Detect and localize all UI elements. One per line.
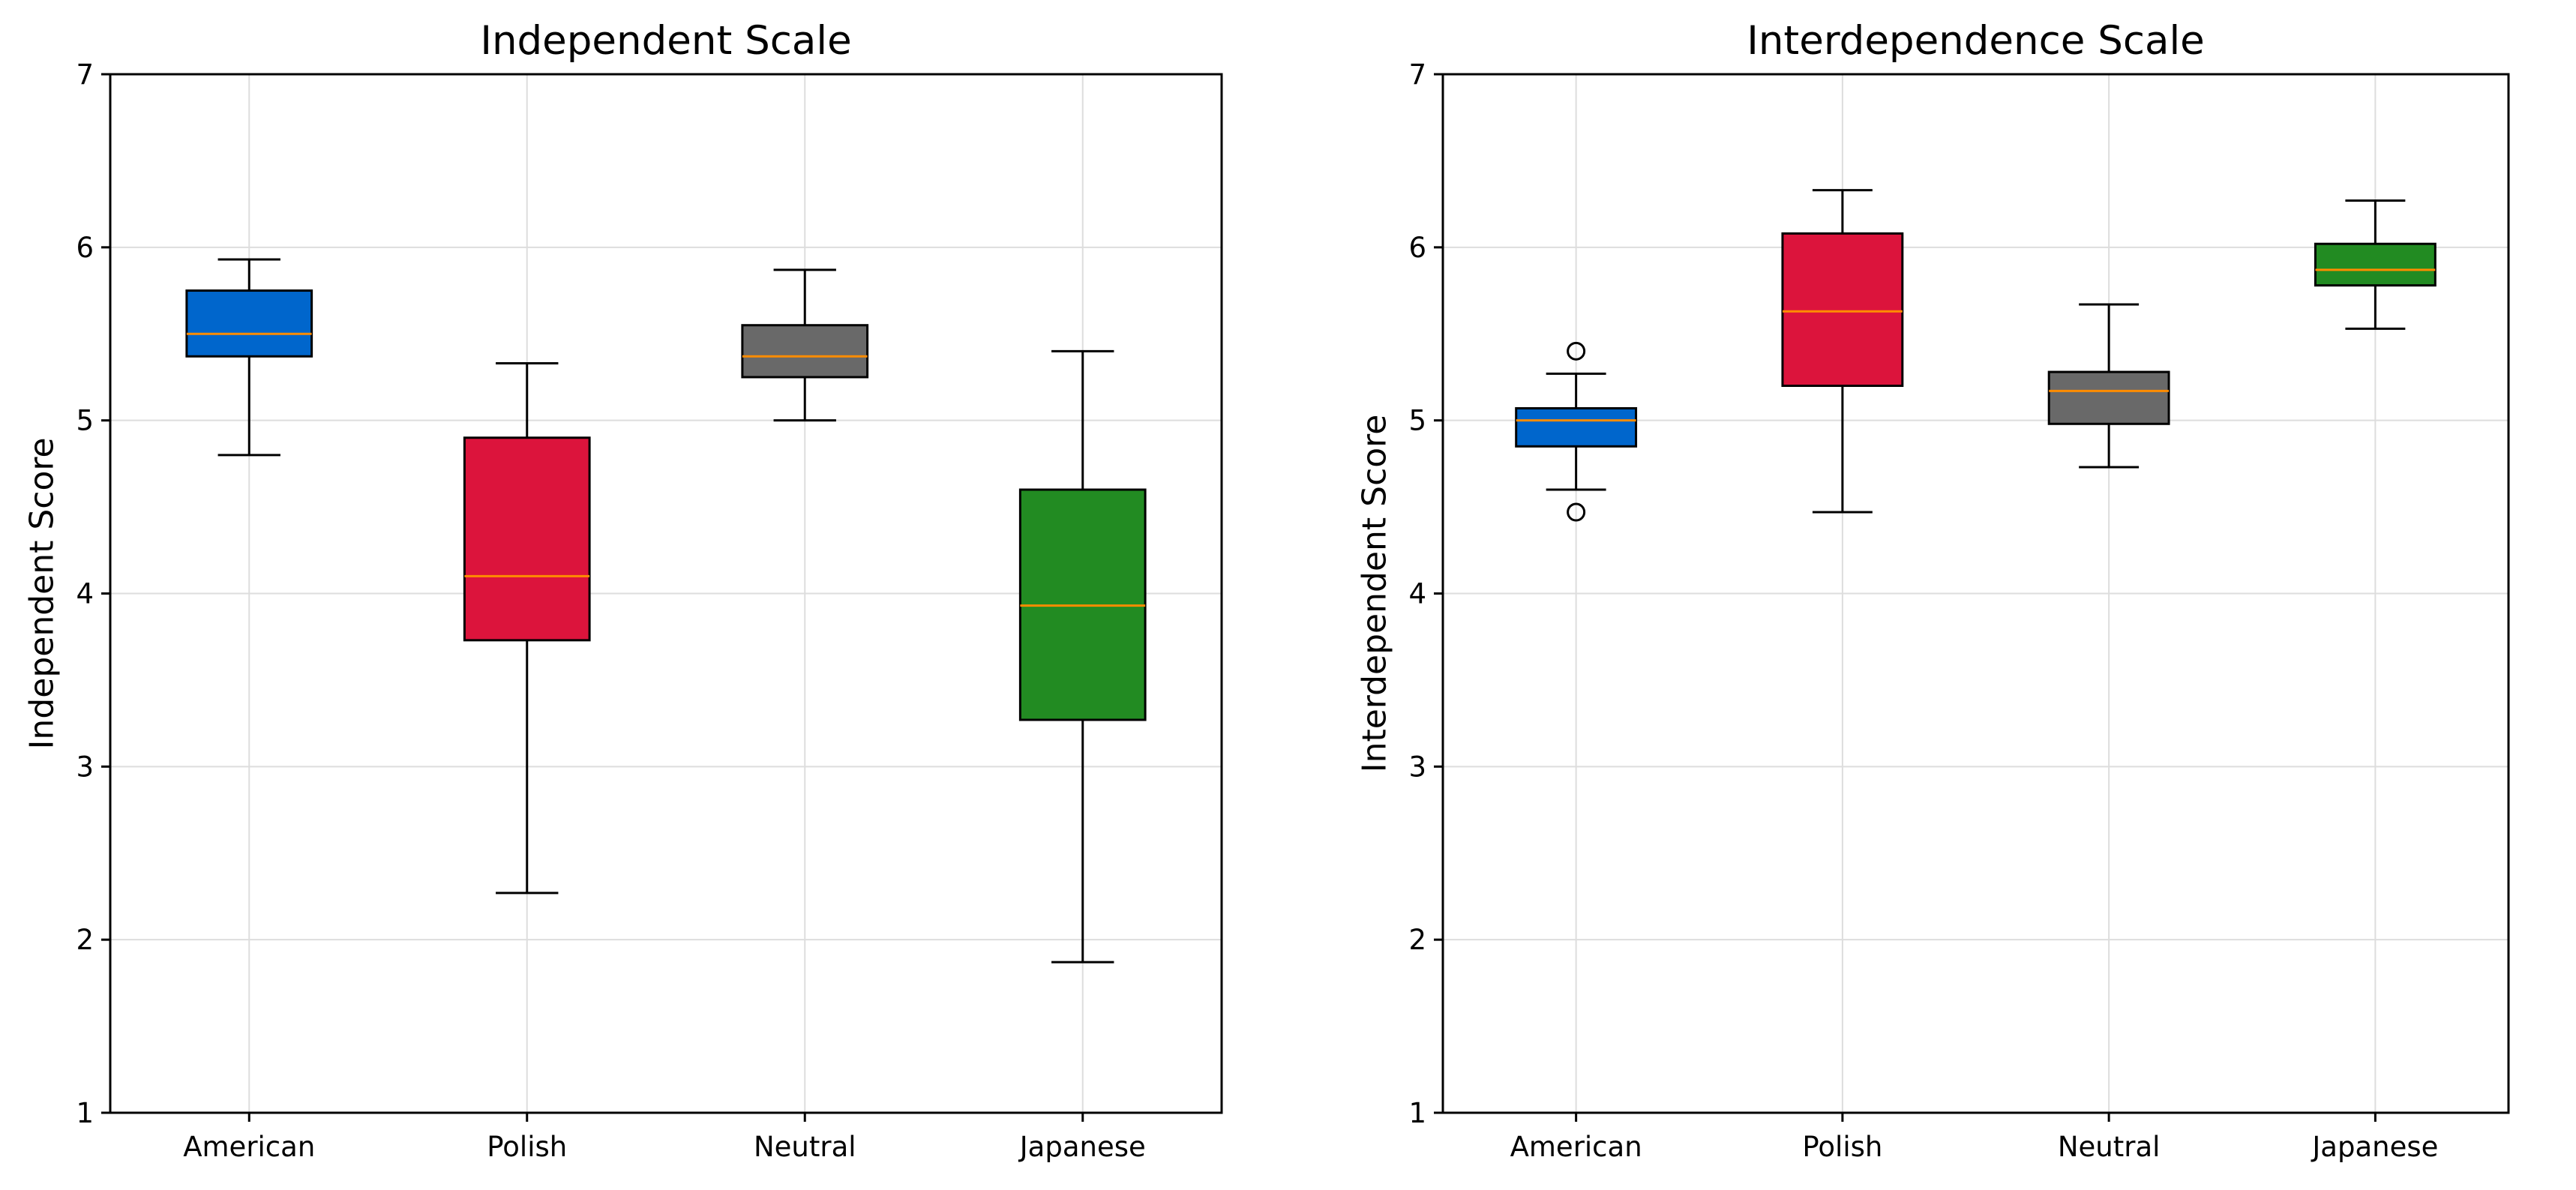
x-tick-label: Polish [487, 1131, 567, 1163]
y-tick-label: 5 [76, 405, 94, 437]
y-tick-label: 3 [76, 751, 94, 783]
outlier-point [1567, 502, 1586, 522]
y-tick-label: 3 [1408, 751, 1426, 783]
x-tick-label: Japanese [1018, 1131, 1146, 1163]
box-polish [463, 361, 591, 895]
outlier-point [1567, 341, 1586, 361]
y-tick-label: 4 [1408, 578, 1426, 610]
x-tick-label: American [1510, 1131, 1642, 1163]
box-neutral [2047, 303, 2170, 469]
x-tick-label: Neutral [2058, 1131, 2161, 1163]
box-american [1515, 341, 1638, 522]
x-tick-label: Polish [1802, 1131, 1882, 1163]
y-tick-label: 6 [76, 232, 94, 264]
y-tick-label: 6 [1408, 232, 1426, 264]
box-body [463, 436, 591, 642]
box-body [185, 289, 313, 358]
y-tick-label: 1 [1408, 1097, 1426, 1129]
x-tick-label: Neutral [754, 1131, 856, 1163]
box-body [2047, 370, 2170, 425]
x-tick-label: Japanese [2311, 1131, 2438, 1163]
y-tick-label: 7 [1408, 58, 1426, 91]
chart-panel-2: 1 2 3 4 5 6 7 American Polish Neutral Japanese Inte… [1355, 18, 2510, 1163]
chart-title: Interdependence Scale [1747, 18, 2205, 64]
x-tick-label: American [183, 1131, 315, 1163]
y-tick-label: 2 [76, 924, 94, 956]
chart-title: Independent Scale [480, 18, 851, 64]
box-japanese [2314, 199, 2437, 330]
box-japanese [1018, 349, 1147, 964]
y-tick-label: 1 [76, 1097, 94, 1129]
y-tick-label: 5 [1408, 405, 1426, 437]
box-body [1515, 407, 1638, 448]
box-polish [1781, 189, 1904, 514]
y-tick-label: 2 [1408, 924, 1426, 956]
box-neutral [741, 268, 869, 422]
y-axis-label: Independent Score [22, 437, 61, 749]
y-axis-label: Interdependent Score [1355, 415, 1393, 773]
y-tick-label: 7 [76, 58, 94, 91]
y-tick-label: 4 [76, 578, 94, 610]
box-body [741, 324, 869, 379]
box-body [1781, 232, 1904, 387]
chart-panel-1: 1 2 3 4 5 6 7 American Polish Neutral Japanese Inde… [22, 18, 1223, 1163]
box-american [185, 258, 313, 457]
box-body [2314, 242, 2437, 287]
